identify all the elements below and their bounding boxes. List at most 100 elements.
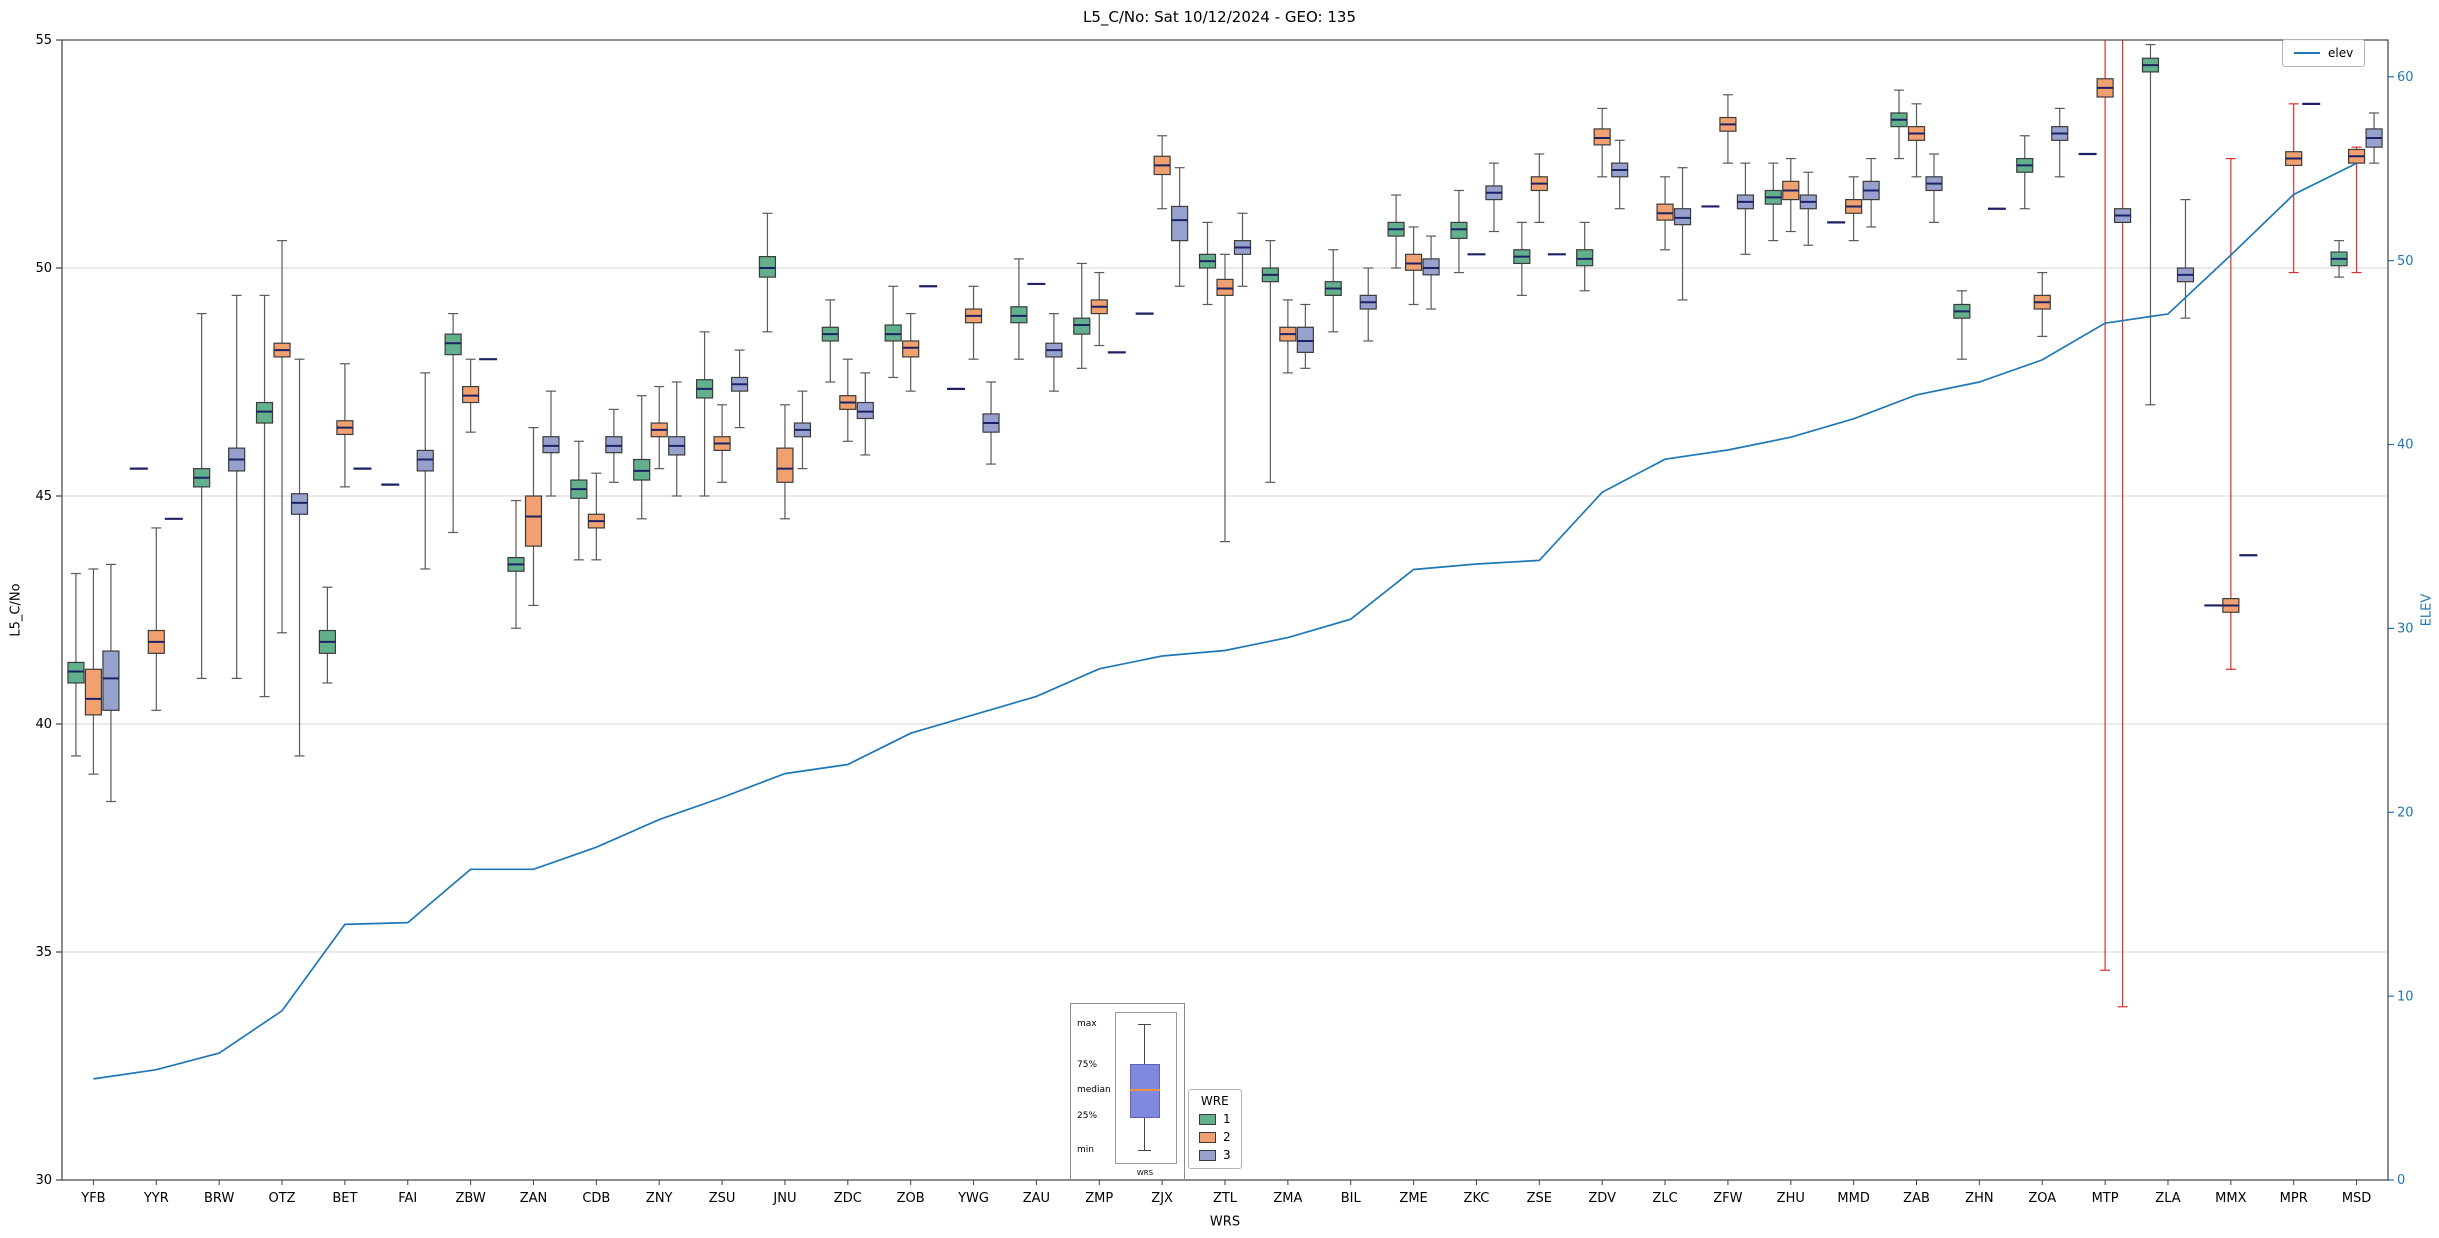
- x-tick-label: ZNY: [646, 1191, 673, 1206]
- inset-min-label: min: [1077, 1145, 1094, 1155]
- inset-75-label: 75%: [1077, 1060, 1098, 1070]
- box: [102, 650, 120, 711]
- x-tick-label: ZAN: [520, 1191, 548, 1206]
- y-tick-label-right: 40: [2397, 438, 2414, 453]
- elev-legend-label: elev: [2328, 46, 2354, 60]
- x-tick-label: MPR: [2280, 1191, 2308, 1206]
- y-tick-label-right: 50: [2397, 254, 2414, 269]
- box: [1216, 278, 1234, 296]
- y-axis-label-left: L5_C/No: [8, 583, 24, 637]
- y-tick-label-left: 35: [35, 945, 52, 960]
- box: [416, 449, 434, 472]
- inset-axes-frame: [1115, 1012, 1177, 1164]
- box: [1593, 128, 1611, 146]
- inset-median-line: [1130, 1089, 1160, 1091]
- x-tick-label: ZKC: [1464, 1191, 1490, 1206]
- inset-min-cap: [1138, 1150, 1151, 1151]
- wre-legend-entry: 1: [1199, 1112, 1231, 1126]
- y-tick-label-right: 0: [2397, 1173, 2405, 1188]
- wre-legend-entry: 3: [1199, 1148, 1231, 1162]
- x-tick-label: BET: [332, 1191, 357, 1206]
- box: [1171, 205, 1189, 242]
- box: [856, 401, 874, 420]
- x-tick-label: ZMP: [1085, 1191, 1113, 1206]
- box: [1450, 221, 1468, 239]
- box: [290, 493, 309, 515]
- x-tick-label: ZSE: [1527, 1191, 1552, 1206]
- box: [902, 340, 920, 358]
- box: [255, 401, 274, 424]
- wre-3-swatch: [1199, 1149, 1216, 1161]
- x-tick-label: ZLC: [1652, 1191, 1677, 1206]
- x-tick-label: MSD: [2342, 1191, 2371, 1206]
- x-tick-label: MTP: [2092, 1191, 2119, 1206]
- x-tick-label: YWG: [957, 1191, 989, 1206]
- box: [1656, 203, 1674, 221]
- box: [884, 324, 902, 342]
- elev-legend: elev: [2282, 39, 2366, 67]
- wre-3-label: 3: [1223, 1148, 1231, 1162]
- x-tick-label: ZOA: [2028, 1191, 2056, 1206]
- wre-2-label: 2: [1223, 1130, 1231, 1144]
- box: [524, 495, 543, 547]
- inset-median-label: median: [1077, 1085, 1111, 1095]
- inset-max-label: max: [1077, 1019, 1097, 1029]
- x-tick-label: ZAU: [1023, 1191, 1050, 1206]
- box: [1073, 317, 1091, 335]
- x-tick-label: ZDC: [834, 1191, 862, 1206]
- y-tick-label-left: 40: [35, 717, 52, 732]
- y-tick-label-left: 30: [35, 1173, 52, 1188]
- x-tick-label: ZLA: [2155, 1191, 2180, 1206]
- box: [462, 385, 480, 404]
- box: [542, 436, 560, 454]
- box: [633, 458, 651, 481]
- y-tick-label-left: 50: [35, 261, 52, 276]
- x-tick-label: ZSU: [709, 1191, 736, 1206]
- box: [1404, 253, 1423, 271]
- wre-legend-title: WRE: [1200, 1094, 1229, 1108]
- chart-title: L5_C/No: Sat 10/12/2024 - GEO: 135: [1082, 8, 1356, 26]
- x-tick-label: ZFW: [1713, 1191, 1742, 1206]
- x-tick-label: ZMA: [1273, 1191, 1302, 1206]
- inset-max-cap: [1138, 1024, 1151, 1025]
- x-tick-label: YYR: [143, 1191, 169, 1206]
- box: [1673, 208, 1692, 226]
- y-tick-label-left: 55: [35, 33, 52, 48]
- wre-1-swatch: [1199, 1113, 1216, 1125]
- x-tick-label: ZJX: [1151, 1191, 1173, 1206]
- box: [776, 447, 794, 483]
- x-tick-label: ZDV: [1588, 1191, 1616, 1206]
- x-tick-label: ZAB: [1903, 1191, 1930, 1206]
- inset-xlabel: WRS: [1136, 1169, 1154, 1177]
- y-tick-label-right: 30: [2397, 622, 2414, 637]
- x-tick-label: MMX: [2215, 1191, 2246, 1206]
- boxplot-anatomy-inset: max 75% median 25% min WRS: [1070, 1003, 1185, 1180]
- box: [1010, 306, 1028, 324]
- y-tick-label-left: 45: [35, 489, 52, 504]
- box: [1296, 326, 1314, 353]
- elev-line: [93, 162, 2357, 1080]
- x-tick-label: ZOB: [897, 1191, 925, 1206]
- plot-border: [61, 39, 2389, 1181]
- inset-box: [1130, 1064, 1160, 1118]
- inset-25-label: 25%: [1077, 1111, 1098, 1121]
- box: [444, 333, 462, 356]
- y-tick-label-right: 20: [2397, 805, 2414, 820]
- x-tick-label: BRW: [204, 1191, 234, 1206]
- box: [605, 436, 623, 454]
- wre-1-label: 1: [1223, 1112, 1231, 1126]
- x-axis-label: WRS: [1209, 1214, 1241, 1230]
- x-tick-label: OTZ: [268, 1191, 295, 1206]
- x-tick-label: ZHU: [1777, 1191, 1805, 1206]
- x-tick-label: JNU: [772, 1191, 796, 1206]
- y-axis-label-right: ELEV: [2419, 593, 2435, 627]
- wre-2-swatch: [1199, 1131, 1216, 1143]
- y-tick-label-right: 10: [2397, 989, 2414, 1004]
- box: [1576, 249, 1594, 267]
- x-tick-label: FAI: [398, 1191, 417, 1206]
- x-tick-label: ZBW: [456, 1191, 486, 1206]
- wre-legend: WRE 1 2 3: [1188, 1089, 1242, 1169]
- y-tick-label-right: 60: [2397, 70, 2414, 85]
